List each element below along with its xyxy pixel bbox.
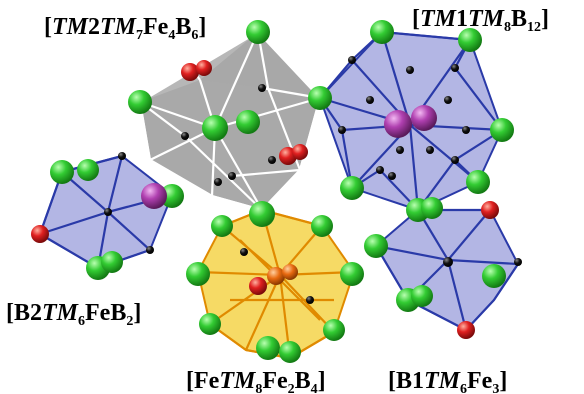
tm-atom [364, 234, 388, 258]
tm-atom [246, 20, 270, 44]
b-atom [451, 156, 459, 164]
tm-atom [411, 285, 433, 307]
b-atom [426, 146, 434, 154]
b-atom [451, 64, 459, 72]
b-atom [240, 248, 248, 256]
fe-atom [457, 321, 475, 339]
tm-atom [50, 160, 74, 184]
fe-atom [196, 60, 212, 76]
tm-atom [482, 264, 506, 288]
fe-atom [181, 63, 199, 81]
b-atom [376, 166, 384, 174]
fe-atom [514, 258, 522, 266]
tm-atom [279, 341, 301, 363]
b-atom [181, 132, 189, 140]
b-atom [348, 56, 356, 64]
b-atom [118, 152, 126, 160]
tm-atom [211, 215, 233, 237]
tm-atom [128, 90, 152, 114]
b-atom [338, 126, 346, 134]
tm-atom [308, 86, 332, 110]
center-atom [411, 105, 437, 131]
fe-atom [292, 144, 308, 160]
label-b2-cluster: [B2TM6FeB2] [6, 300, 141, 329]
tm-atom [77, 159, 99, 181]
b-atom [406, 66, 414, 74]
tm-atom [421, 197, 443, 219]
b-atom [146, 246, 154, 254]
fe-atom [31, 225, 49, 243]
tm-atom [458, 28, 482, 52]
b-atom [104, 208, 112, 216]
b-atom [258, 84, 266, 92]
tm-atom [340, 262, 364, 286]
tm-atom [199, 313, 221, 335]
center-atom [384, 110, 412, 138]
tm-atom [323, 319, 345, 341]
b-atom [444, 96, 452, 104]
fe-atom [481, 201, 499, 219]
tm-atom [160, 184, 184, 208]
tm-atom [340, 176, 364, 200]
tm-atom [186, 262, 210, 286]
center-atom [141, 183, 167, 209]
fe-orange-atom [282, 264, 298, 280]
b-atom [396, 146, 404, 154]
atoms [31, 20, 522, 363]
tm-atom [249, 201, 275, 227]
tm-atom [490, 118, 514, 142]
gray-polyhedron [138, 30, 322, 212]
b-atom [366, 96, 374, 104]
tm-atom [466, 170, 490, 194]
tm-atom [370, 20, 394, 44]
b-atom [228, 172, 236, 180]
label-tm2-cluster: [TM2TM7Fe4B6] [44, 14, 206, 43]
tm-atom [236, 110, 260, 134]
label-b1-cluster: [B1TM6Fe3] [388, 368, 507, 394]
tm-atom [202, 115, 228, 141]
b-atom [214, 178, 222, 186]
b-atom [268, 156, 276, 164]
label-tm1-cluster: [TM1TM8B12] [412, 6, 549, 35]
b-atom [443, 257, 453, 267]
label-fe-cluster: [FeTM8Fe2B4] [186, 368, 326, 394]
b-atom [306, 296, 314, 304]
fe-orange-atom [267, 267, 285, 285]
b-atom [388, 172, 396, 180]
tm-atom [256, 336, 280, 360]
fe-atom [249, 277, 267, 295]
b-atom [462, 126, 470, 134]
tm-atom [101, 251, 123, 273]
tm-atom [311, 215, 333, 237]
